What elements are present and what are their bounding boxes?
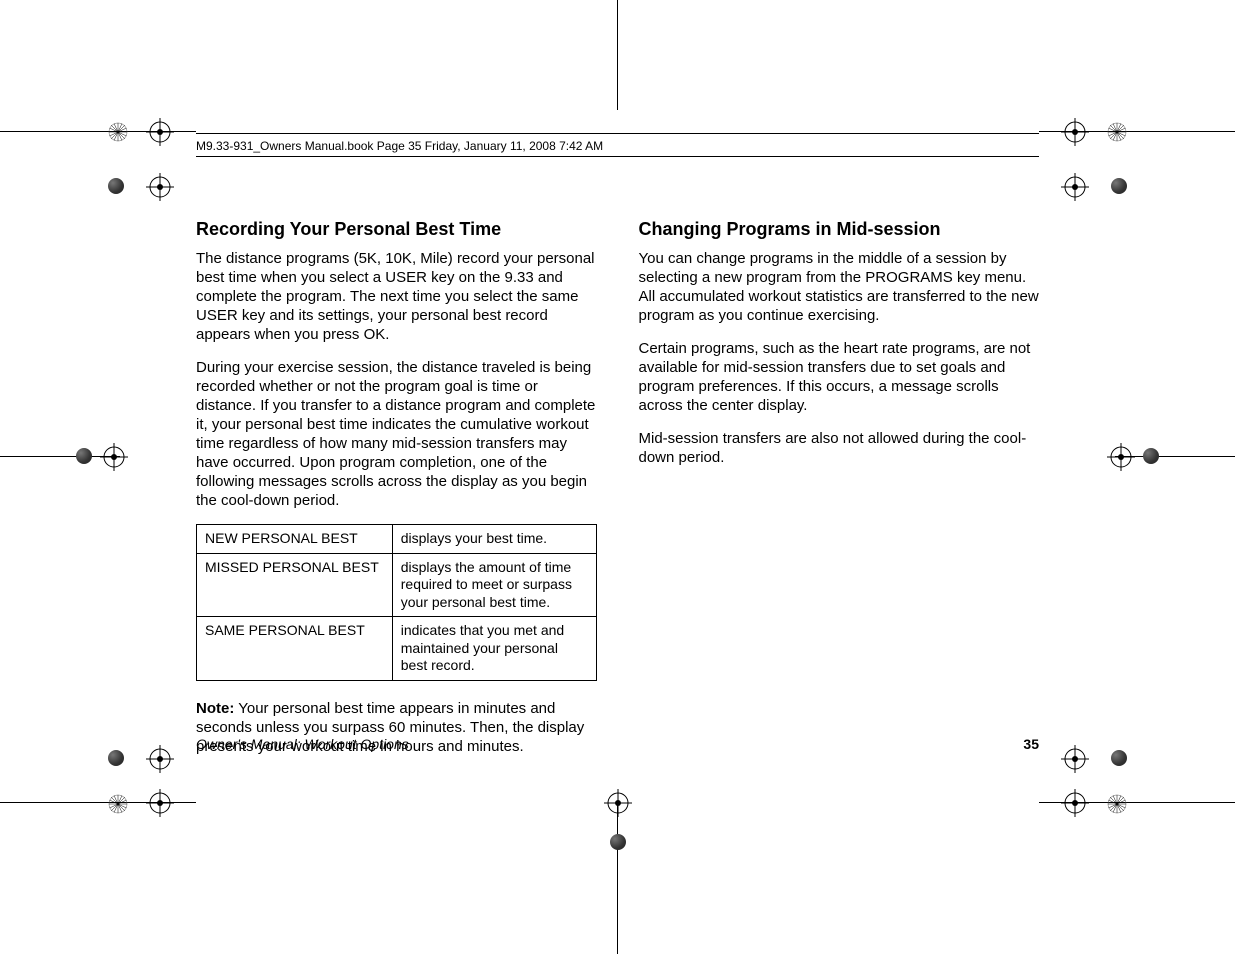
registration-mark-icon xyxy=(146,173,174,201)
personal-best-table: NEW PERSONAL BEST displays your best tim… xyxy=(196,524,597,681)
table-row: MISSED PERSONAL BEST displays the amount… xyxy=(197,553,597,617)
registration-dot-icon xyxy=(1143,448,1159,464)
registration-mark-icon xyxy=(1061,789,1089,817)
registration-mark-icon xyxy=(146,789,174,817)
paragraph: Mid-session transfers are also not allow… xyxy=(639,429,1040,467)
registration-radial-icon xyxy=(1107,122,1127,142)
note-label: Note: xyxy=(196,700,234,717)
table-cell-value: displays the amount of time required to … xyxy=(392,553,596,617)
registration-mark-icon xyxy=(1107,443,1135,471)
paragraph: Certain programs, such as the heart rate… xyxy=(639,339,1040,415)
registration-radial-icon xyxy=(1107,794,1127,814)
registration-mark-icon xyxy=(1061,745,1089,773)
registration-dot-icon xyxy=(108,178,124,194)
table-cell-key: MISSED PERSONAL BEST xyxy=(197,553,393,617)
registration-mark-icon xyxy=(146,745,174,773)
table-cell-value: displays your best time. xyxy=(392,525,596,554)
registration-mark-icon xyxy=(604,789,632,817)
registration-dot-icon xyxy=(76,448,92,464)
registration-mark-icon xyxy=(1061,173,1089,201)
page-number: 35 xyxy=(1023,736,1039,752)
registration-dot-icon xyxy=(610,834,626,850)
registration-mark-icon xyxy=(1061,118,1089,146)
table-cell-key: NEW PERSONAL BEST xyxy=(197,525,393,554)
registration-radial-icon xyxy=(108,794,128,814)
registration-dot-icon xyxy=(1111,750,1127,766)
registration-dot-icon xyxy=(1111,178,1127,194)
footer-section-title: Owner's Manual: Workout Options xyxy=(196,736,409,752)
paragraph: The distance programs (5K, 10K, Mile) re… xyxy=(196,249,597,344)
header-filename: M9.33-931_Owners Manual.book Page 35 Fri… xyxy=(196,139,603,153)
paragraph: During your exercise session, the distan… xyxy=(196,358,597,510)
crop-line xyxy=(617,0,618,110)
table-cell-value: indicates that you met and maintained yo… xyxy=(392,617,596,681)
heading-recording: Recording Your Personal Best Time xyxy=(196,218,597,241)
registration-mark-icon xyxy=(100,443,128,471)
paragraph: You can change programs in the middle of… xyxy=(639,249,1040,325)
table-row: SAME PERSONAL BEST indicates that you me… xyxy=(197,617,597,681)
registration-dot-icon xyxy=(108,750,124,766)
table-row: NEW PERSONAL BEST displays your best tim… xyxy=(197,525,597,554)
heading-changing: Changing Programs in Mid-session xyxy=(639,218,1040,241)
header-rule-top xyxy=(196,133,1039,134)
left-column: Recording Your Personal Best Time The di… xyxy=(196,218,597,770)
registration-radial-icon xyxy=(108,122,128,142)
table-cell-key: SAME PERSONAL BEST xyxy=(197,617,393,681)
registration-mark-icon xyxy=(146,118,174,146)
right-column: Changing Programs in Mid-session You can… xyxy=(639,218,1040,770)
page-content: Recording Your Personal Best Time The di… xyxy=(196,218,1039,770)
header-rule-bottom xyxy=(196,156,1039,157)
crop-line xyxy=(617,804,618,954)
